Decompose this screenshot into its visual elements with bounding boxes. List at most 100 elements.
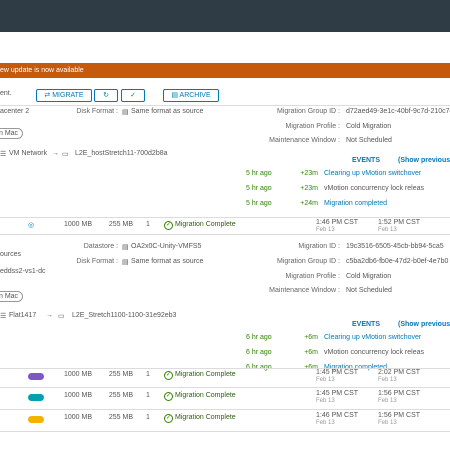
event-text: vMotion concurrency lock releas <box>324 349 424 356</box>
end-date: Feb 13 <box>378 377 397 383</box>
field-icon: ▤ <box>122 109 129 116</box>
field-value: c5ba2db6-fb0e-47d2-b0ef-4e7b0 <box>346 258 449 265</box>
network-icon: ▭ <box>58 313 65 320</box>
status: Migration Complete <box>175 221 236 228</box>
used: 255 MB <box>108 414 133 421</box>
divider <box>0 409 450 410</box>
field-icon: ▤ <box>122 244 129 251</box>
count: 1 <box>146 221 150 228</box>
end-date: Feb 13 <box>378 227 397 233</box>
field-label: Disk Format : <box>76 108 118 115</box>
left-text: n Mac <box>0 128 24 139</box>
banner-text: ew update is now available <box>0 67 84 74</box>
status: Migration Complete <box>175 371 236 378</box>
start-date: Feb 13 <box>316 420 335 426</box>
field-label: Migration Group ID : <box>276 108 340 115</box>
archive-button[interactable]: ▤ ARCHIVE <box>163 89 219 102</box>
network-icon: ☰ <box>0 313 7 320</box>
size: 1000 MB <box>63 414 92 421</box>
event-time: 5 hr ago <box>246 185 272 192</box>
end-date: Feb 13 <box>378 420 397 426</box>
used: 255 MB <box>108 371 133 378</box>
field-value: Not Scheduled <box>346 137 392 144</box>
left-text: acenter 2 <box>0 108 30 115</box>
icon-button[interactable]: ✓ <box>121 89 145 102</box>
archive-text: ARCHIVE <box>179 92 211 99</box>
event-offset: +6m <box>290 364 318 371</box>
start-time: 1:46 PM CST <box>316 219 359 226</box>
field-label: Maintenance Window : <box>269 287 340 294</box>
show-previous[interactable]: (Show previous 1 <box>398 321 450 328</box>
badge <box>28 416 44 423</box>
show-previous[interactable]: (Show previous 1 <box>398 157 450 164</box>
network-from: Flat1417 <box>9 312 37 319</box>
event-time: 6 hr ago <box>246 349 272 356</box>
status-icon: ✓ <box>164 414 173 423</box>
count: 1 <box>146 371 150 378</box>
used: 255 MB <box>108 392 133 399</box>
field-label: Maintenance Window : <box>269 137 340 144</box>
arrow: → <box>52 150 59 157</box>
left-text: eddss2-vs1-dc <box>0 268 46 275</box>
event-offset: +24m <box>300 200 318 207</box>
status-icon: ✓ <box>164 371 173 380</box>
event-offset: +6m <box>304 334 318 341</box>
field-label: Migration ID : <box>298 243 340 250</box>
divider <box>0 234 450 235</box>
badge <box>28 373 44 380</box>
field-value: d72aed49-3e1c-40bf-9c7d-210c7e <box>346 108 450 115</box>
left-text: ources <box>0 251 22 258</box>
start-date: Feb 13 <box>316 377 335 383</box>
event-time: 5 hr ago <box>246 170 272 177</box>
row-icon: ◎ <box>28 222 35 229</box>
top-bar <box>0 0 450 32</box>
event-text: Migration completed <box>324 364 387 371</box>
left-text: n Mac <box>0 291 24 302</box>
icon-button[interactable]: ↻ <box>94 89 118 102</box>
event-text: Migration completed <box>324 200 388 207</box>
size: 1000 MB <box>63 221 92 228</box>
size: 1000 MB <box>63 371 92 378</box>
event-offset: +23m <box>300 185 318 192</box>
event-time: 6 hr ago <box>246 334 272 341</box>
badge <box>28 394 44 401</box>
divider <box>0 105 450 106</box>
event-text: vMotion concurrency lock releas <box>324 185 424 192</box>
start-date: Feb 13 <box>316 227 335 233</box>
count: 1 <box>146 392 150 399</box>
divider <box>0 368 450 369</box>
field-value: OA2x0C-Unity-VMFS5 <box>131 243 202 250</box>
divider <box>0 387 450 388</box>
field-label: Migration Group ID : <box>276 258 340 265</box>
events-title[interactable]: EVENTS <box>352 321 381 328</box>
used: 255 MB <box>108 221 133 228</box>
end-time: 1:52 PM CST <box>378 219 421 226</box>
status: Migration Complete <box>175 392 236 399</box>
field-value: 19c3516-6505-45cb-bb94-5ca5 <box>346 243 444 250</box>
network-to: L2E_hostStretch11-700d2b8a <box>75 150 168 157</box>
count: 1 <box>146 414 150 421</box>
field-label: Migration Profile : <box>285 273 340 280</box>
toolbar-label: ent. <box>0 90 12 97</box>
event-time: 6 hr ago <box>246 364 272 371</box>
start-time: 1:45 PM CST <box>316 390 359 397</box>
field-label: Datastore : <box>83 243 118 250</box>
status-icon: ✓ <box>164 221 173 230</box>
start-date: Feb 13 <box>316 398 335 404</box>
field-icon: ▤ <box>122 259 129 266</box>
field-value: Cold Migration <box>346 273 392 280</box>
end-time: 2:02 PM CST <box>378 369 421 376</box>
update-banner: ew update is now available <box>0 63 450 78</box>
arrow: → <box>46 312 53 319</box>
network-from: VM Network <box>9 150 48 157</box>
size: 1000 MB <box>63 392 92 399</box>
end-time: 1:56 PM CST <box>378 390 421 397</box>
field-value: Not Scheduled <box>346 287 392 294</box>
field-value: Cold Migration <box>346 123 392 130</box>
events-title[interactable]: EVENTS <box>352 157 381 164</box>
end-date: Feb 13 <box>378 398 397 404</box>
migrate-button[interactable]: ⇄ MIGRATE <box>36 89 92 102</box>
end-time: 1:56 PM CST <box>378 412 421 419</box>
field-value: Same format as source <box>131 258 204 265</box>
